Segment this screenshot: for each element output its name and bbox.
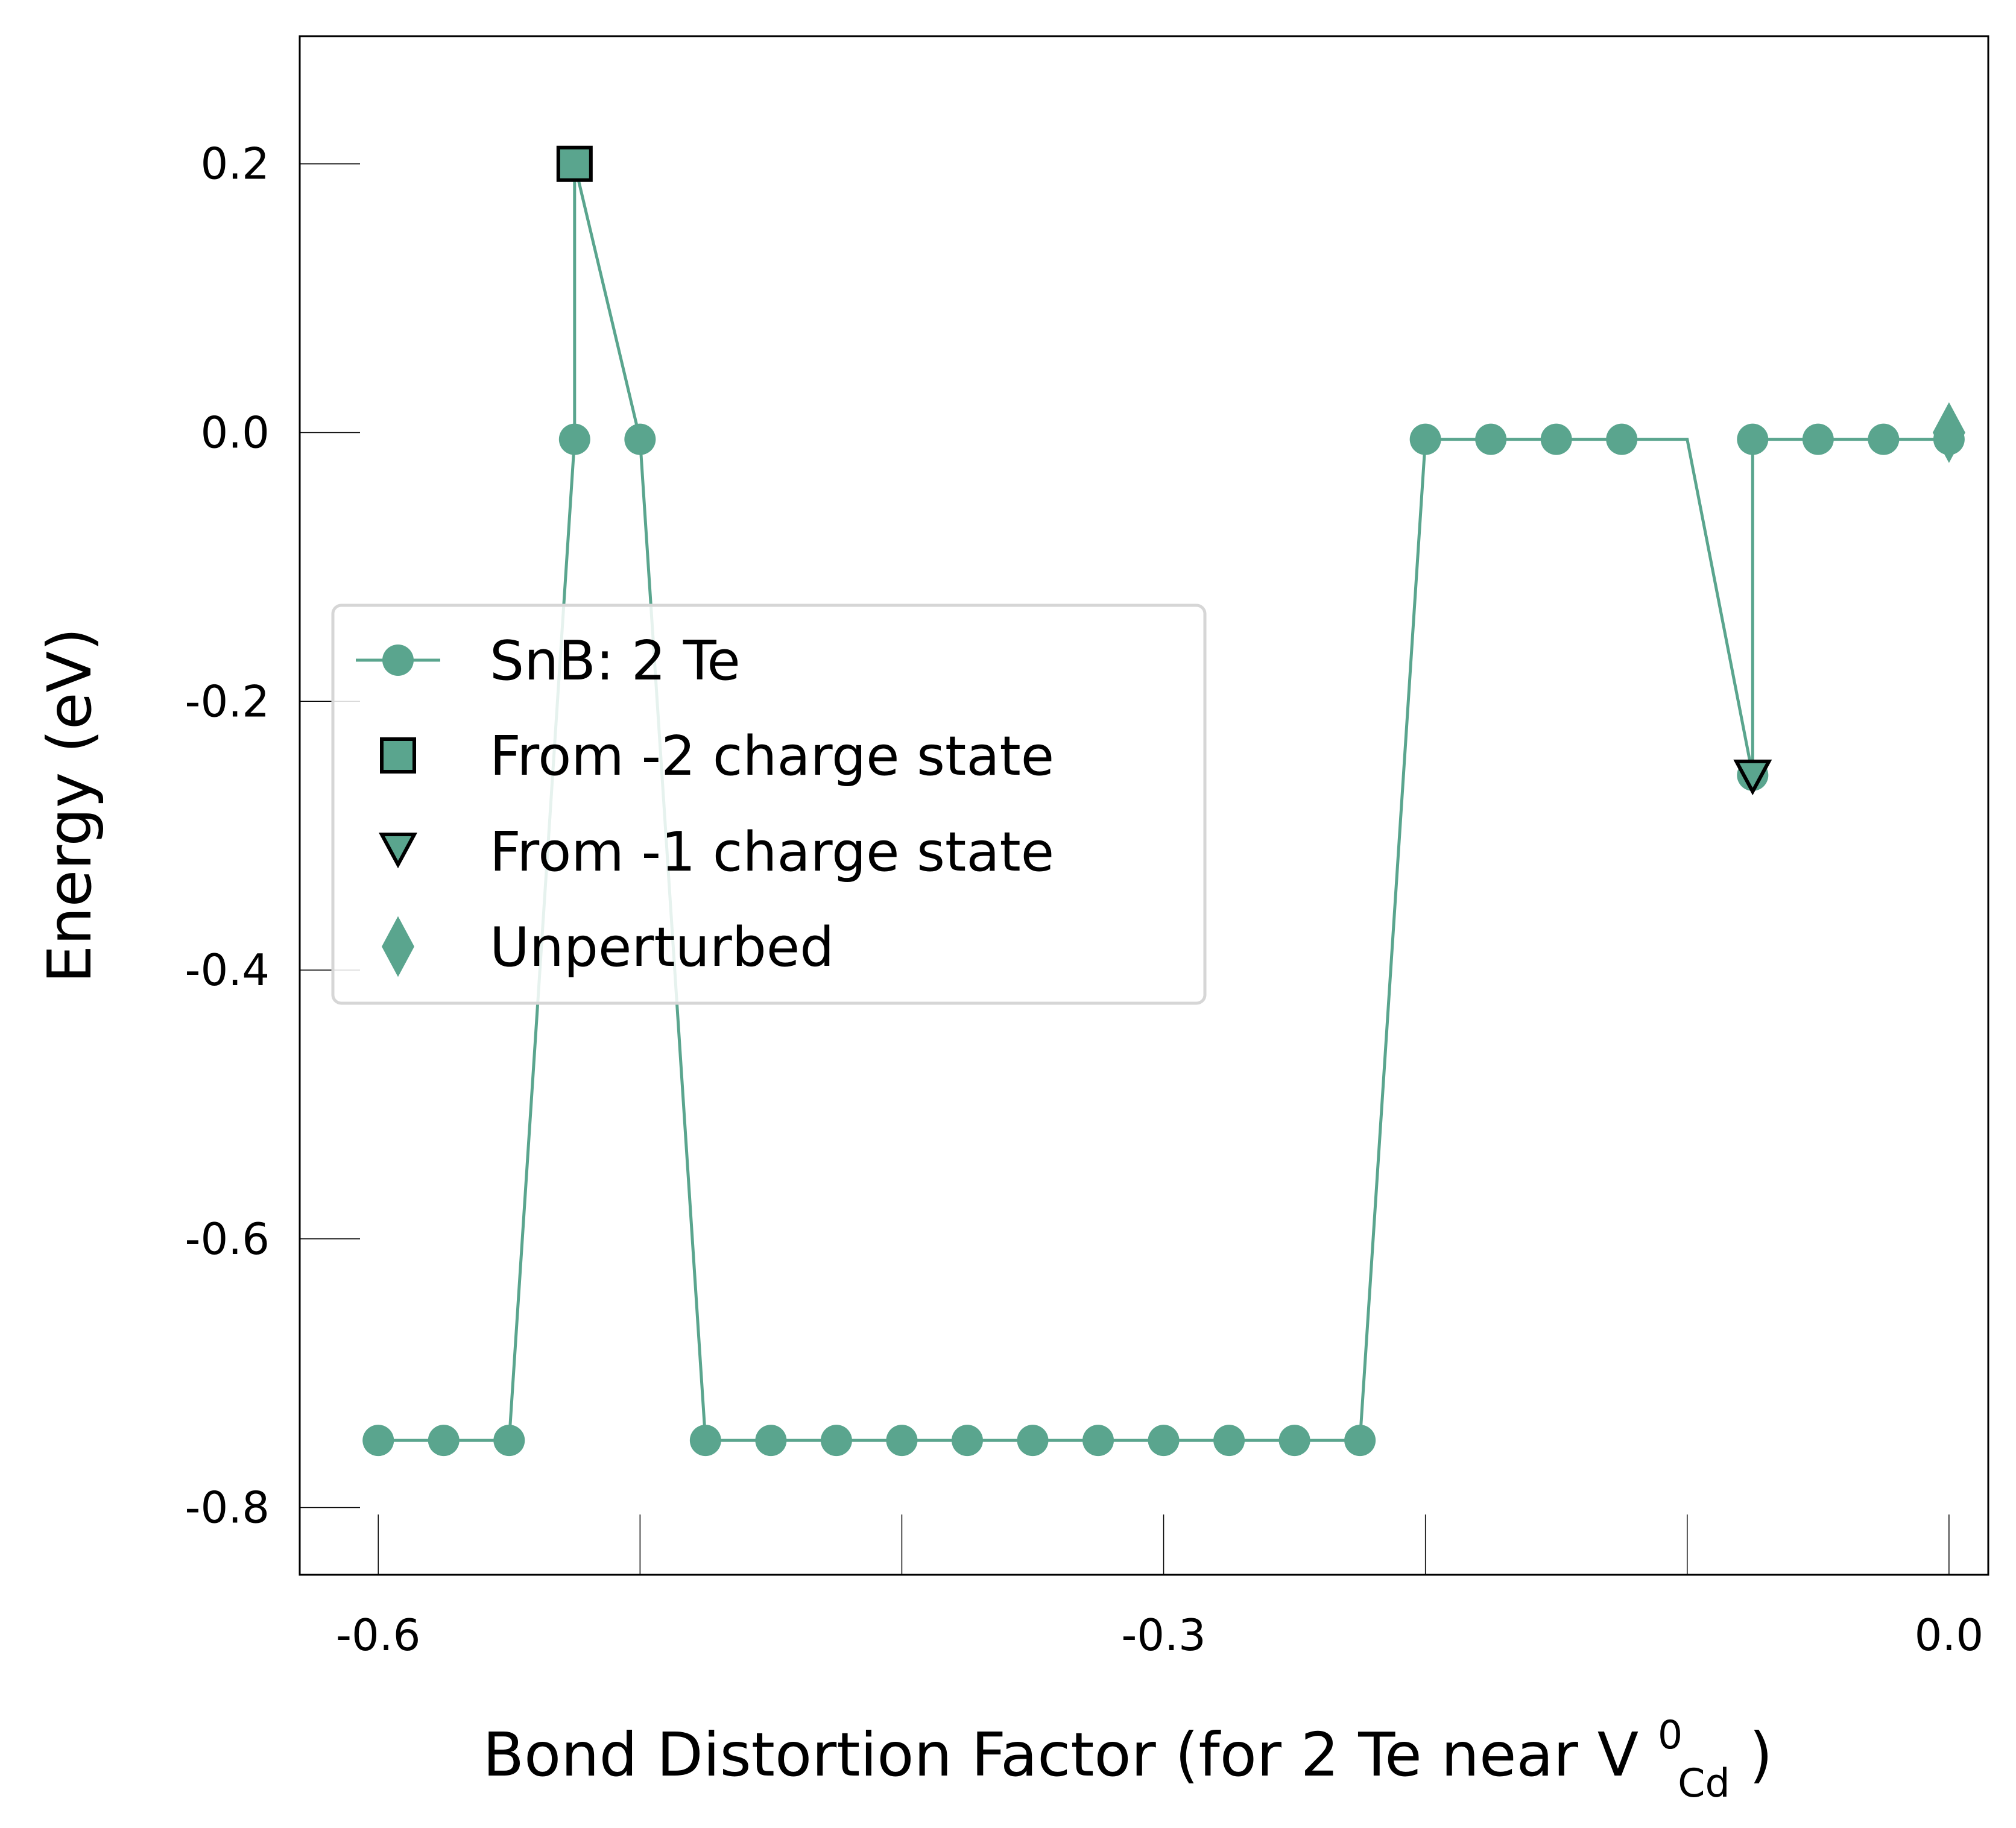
data-point-snb-2te	[1409, 423, 1441, 455]
data-point-snb-2te	[493, 1425, 525, 1457]
data-point-snb-2te	[1082, 1425, 1114, 1457]
data-point-snb-2te	[428, 1425, 460, 1457]
plot-area-frame	[299, 35, 1989, 1576]
x-axis-title: Bond Distortion Factor (for 2 Te near V …	[482, 1692, 1772, 1811]
legend-box	[331, 604, 1207, 1005]
y-tick-label: -0.4	[185, 945, 270, 995]
data-point-snb-2te	[1017, 1425, 1049, 1457]
y-tick-label: 0.0	[200, 408, 270, 458]
data-point-snb-2te	[1606, 423, 1638, 455]
data-point-from-minus2-charge	[556, 145, 593, 182]
legend-marker-from-minus2-charge	[380, 737, 416, 774]
legend-label: From -1 charge state	[490, 821, 1054, 884]
data-point-snb-2te	[951, 1425, 983, 1457]
legend-marker-unperturbed	[382, 916, 414, 977]
data-point-snb-2te	[755, 1425, 787, 1457]
x-tick-label: 0.0	[1915, 1610, 1984, 1660]
x-axis-title-main: Bond Distortion Factor (for 2 Te near V	[482, 1719, 1638, 1790]
data-point-snb-2te	[1213, 1425, 1245, 1457]
legend-label: Unperturbed	[490, 916, 834, 979]
y-tick-label: -0.6	[185, 1214, 270, 1264]
y-tick-label: -0.8	[185, 1483, 270, 1533]
x-axis-title-close: )	[1749, 1719, 1773, 1790]
data-point-snb-2te	[558, 423, 590, 455]
data-point-from-minus1-charge	[1733, 759, 1772, 796]
x-tick-label: -0.3	[1121, 1610, 1205, 1660]
y-axis-title: Energy (eV)	[34, 628, 105, 983]
data-point-snb-2te	[1344, 1425, 1376, 1457]
legend-marker-from-minus1-charge	[378, 833, 418, 869]
data-point-snb-2te	[886, 1425, 918, 1457]
x-axis-title-subscript: Cd	[1678, 1761, 1730, 1806]
data-point-snb-2te	[1540, 423, 1572, 455]
y-tick-label: 0.2	[200, 139, 270, 189]
data-point-snb-2te	[1475, 423, 1507, 455]
legend-label: From -2 charge state	[490, 725, 1054, 788]
legend-marker-snb-2te	[382, 645, 414, 676]
data-point-snb-2te	[1802, 423, 1834, 455]
data-point-snb-2te	[1278, 1425, 1310, 1457]
data-point-snb-2te	[689, 1425, 721, 1457]
y-tick-label: -0.2	[185, 676, 270, 726]
legend-label: SnB: 2 Te	[490, 629, 741, 693]
data-point-snb-2te	[1868, 423, 1900, 455]
x-tick-label: -0.6	[336, 1610, 420, 1660]
data-point-snb-2te	[362, 1425, 394, 1457]
data-point-snb-2te	[1148, 1425, 1180, 1457]
data-point-snb-2te	[820, 1425, 852, 1457]
data-point-snb-2te	[624, 423, 656, 455]
data-point-unperturbed	[1932, 402, 1965, 463]
data-point-snb-2te	[1737, 423, 1769, 455]
x-axis-title-superscript: 0	[1658, 1713, 1683, 1758]
